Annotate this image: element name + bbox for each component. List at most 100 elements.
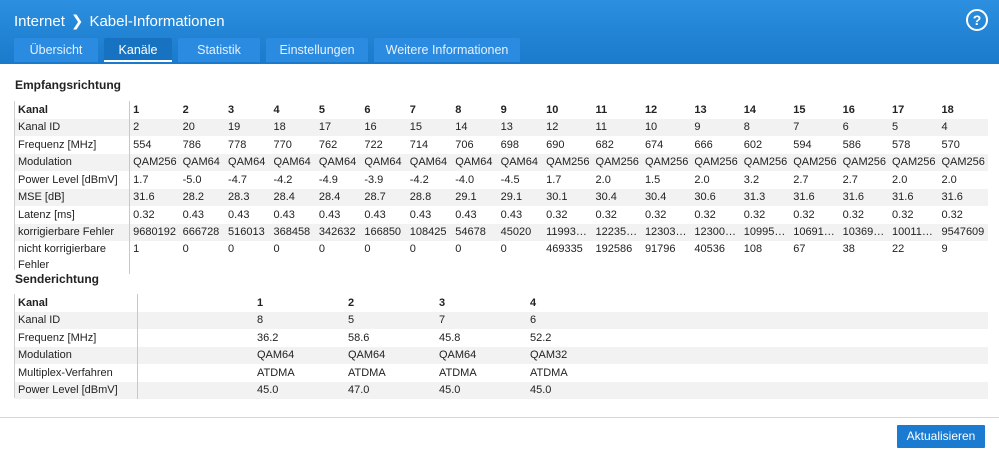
table-row: Power Level [dBmV] 1.7 -5.0 -4.7 -4.2 -4.9 -3.… [15, 171, 988, 189]
spacer-cell [137, 311, 254, 329]
table-cell: QAM256 [790, 153, 840, 171]
table-cell: 516013 [225, 223, 271, 241]
table-cell: 0.43 [182, 208, 205, 221]
table-cell: 12303… [641, 223, 692, 241]
table-cell: QAM64 [452, 153, 498, 171]
table-cell: 586 [842, 138, 861, 151]
table-cell: 67 [793, 243, 806, 255]
refresh-button[interactable]: Aktualisieren [897, 425, 985, 448]
table-cell: 0.43 [228, 208, 250, 221]
table-cell: 0.32 [595, 208, 617, 221]
table-cell: 45.8 [439, 331, 461, 344]
table-cell: 30.1 [543, 188, 593, 206]
table-cell: 9 [500, 103, 507, 116]
table-cell: 108 [743, 243, 763, 255]
table-cell: ATDMA [348, 366, 386, 379]
table-cell: 12235… [592, 223, 642, 241]
table-cell: QAM64 [436, 346, 527, 364]
table-cell: 0.43 [364, 208, 386, 221]
spacer-cell [137, 364, 254, 382]
table-cell: 192586 [595, 243, 633, 255]
table-cell: 0.32 [941, 208, 963, 221]
table-cell: 13 [694, 103, 707, 116]
upstream-title: Senderichtung [15, 272, 100, 286]
table-cell: 52.2 [530, 331, 552, 344]
table-cell: QAM256 [740, 153, 791, 171]
table-row: Kanal 1 2 3 4 5 6 7 8 9 10 11 12 13 14 15 16 17 18 [15, 101, 988, 119]
tab-einstellungen[interactable]: Einstellungen [266, 38, 368, 62]
table-cell: 2 [182, 103, 189, 116]
table-cell: 0.32 [892, 208, 914, 221]
table-cell: 0.32 [546, 208, 568, 221]
spacer-cell [137, 346, 254, 364]
filler-cell [618, 381, 988, 399]
table-cell: 0.43 [318, 208, 341, 221]
table-row: Kanal ID 2 20 19 18 17 16 15 14 13 12 11 10 9 8 7 6 5 4 [15, 118, 988, 136]
table-cell: 602 [743, 138, 763, 151]
table-cell: 91796 [644, 243, 676, 255]
table-cell: 8 [455, 103, 462, 116]
table-cell: 0 [273, 243, 280, 255]
table-cell: 2.7 [842, 173, 858, 186]
row-label: Power Level [dBmV] [15, 381, 138, 399]
downstream-table: Kanal 1 2 3 4 5 6 7 8 9 10 11 12 13 14 15 16 17 18 Kanal ID… [15, 101, 988, 274]
table-cell: 0.32 [793, 208, 815, 221]
table-cell: 0.43 [500, 208, 523, 221]
table-cell: 0 [409, 243, 416, 255]
table-cell: 4 [273, 103, 280, 116]
table-cell: 570 [941, 138, 960, 151]
table-cell: 0 [228, 243, 235, 255]
row-label: korrigierbare Fehler [15, 223, 131, 241]
table-cell: 2 [348, 296, 355, 309]
filler-cell [618, 329, 988, 347]
filler-cell [618, 311, 988, 329]
table-cell: 674 [644, 138, 664, 151]
tab-kanaele[interactable]: Kanäle [104, 38, 172, 62]
table-cell: 469335 [546, 243, 583, 255]
table-cell: 1.7 [546, 173, 562, 186]
table-cell: 0 [318, 243, 326, 255]
table-cell: 18 [270, 118, 316, 136]
table-row: Kanal 1 2 3 4 [15, 294, 988, 312]
table-cell: QAM64 [406, 153, 453, 171]
breadcrumb-internet[interactable]: Internet [14, 12, 65, 30]
table-cell: 762 [318, 138, 338, 151]
table-cell: 28.7 [361, 188, 407, 206]
table-cell: 14 [743, 103, 757, 116]
row-label: Kanal ID [15, 311, 138, 329]
table-cell: 13 [497, 118, 544, 136]
table-cell: 1 [133, 103, 140, 116]
table-cell: -4.2 [409, 173, 429, 186]
help-icon[interactable]: ? [966, 9, 988, 31]
table-cell: 10995… [740, 223, 791, 241]
table-cell: 0.32 [644, 208, 667, 221]
table-cell: 12 [543, 118, 593, 136]
table-cell: 666728 [179, 223, 226, 241]
table-cell: 786 [182, 138, 201, 151]
table-cell: 342632 [315, 223, 362, 241]
table-cell: 0.43 [455, 208, 477, 221]
table-cell: 45020 [497, 223, 544, 241]
table-cell: 28.4 [270, 188, 316, 206]
table-cell: 31.6 [938, 188, 988, 206]
table-cell: 7 [409, 103, 416, 116]
row-label: Kanal [15, 101, 131, 119]
table-cell: QAM64 [361, 153, 407, 171]
table-cell: 10 [546, 103, 559, 116]
table-cell: 45.0 [527, 381, 618, 399]
table-cell: 31.6 [839, 188, 890, 206]
table-cell: 1.7 [133, 173, 149, 186]
tab-statistik[interactable]: Statistik [178, 38, 260, 62]
row-label: Power Level [dBmV] [15, 171, 131, 189]
tab-weitere-informationen[interactable]: Weitere Informationen [374, 38, 520, 62]
filler-cell [618, 294, 988, 312]
table-cell: 5 [345, 311, 436, 329]
row-label: Modulation [15, 346, 138, 364]
page-title: Kabel-Informationen [89, 12, 225, 30]
table-cell: 0 [364, 243, 371, 255]
table-row: korrigierbare Fehler 9680192 666728 516013 3… [15, 223, 988, 241]
table-cell: 10369… [839, 223, 890, 241]
tab-uebersicht[interactable]: Übersicht [14, 38, 98, 62]
table-cell: 0.43 [273, 208, 295, 221]
table-cell: 29.1 [497, 188, 544, 206]
